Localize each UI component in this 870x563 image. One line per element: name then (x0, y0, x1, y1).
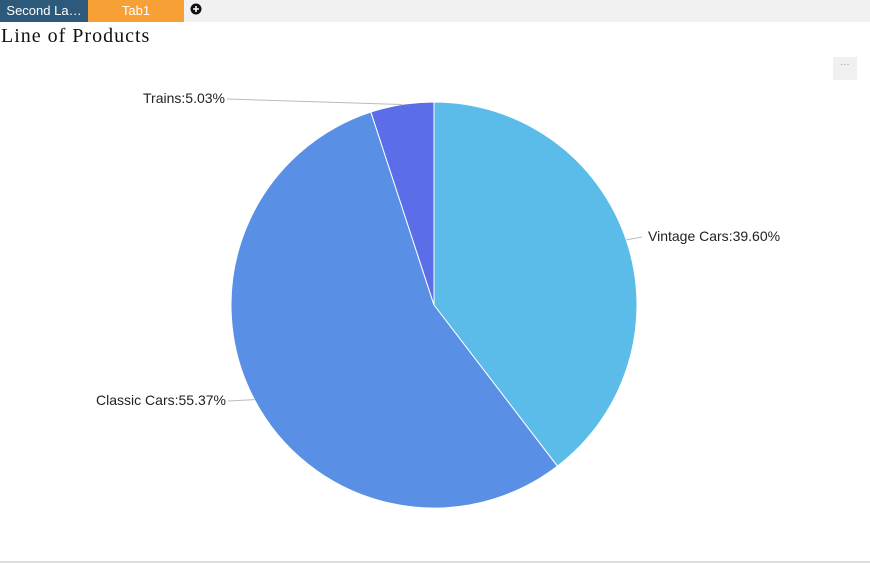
pie-slice (433, 101, 638, 467)
label-category: Classic Cars (96, 392, 175, 408)
label-value: 39.60% (733, 228, 780, 244)
label-separator: : (175, 392, 179, 408)
menu-button[interactable]: ··· (833, 57, 857, 80)
data-label: Trains:5.03% (143, 90, 225, 106)
tab[interactable]: Tab1 (88, 0, 184, 22)
chart-title: Line of Products (1, 25, 151, 47)
leader-line (626, 236, 643, 241)
tab[interactable]: Second La… (0, 0, 88, 22)
bottom-border (0, 561, 870, 563)
label-value: 5.03% (185, 90, 225, 106)
leader-line (226, 98, 403, 106)
label-category: Trains (143, 90, 181, 106)
add-tab-button[interactable] (190, 3, 204, 17)
data-label: Vintage Cars:39.60% (648, 228, 780, 244)
pie-slice (370, 101, 435, 306)
leader-line (227, 399, 255, 402)
label-separator: : (181, 90, 185, 106)
label-value: 55.37% (179, 392, 226, 408)
tab-bar: Second La… Tab1 (0, 0, 870, 22)
label-separator: : (729, 228, 733, 244)
pie-slice (230, 111, 559, 509)
data-label: Classic Cars:55.37% (96, 392, 226, 408)
label-category: Vintage Cars (648, 228, 729, 244)
